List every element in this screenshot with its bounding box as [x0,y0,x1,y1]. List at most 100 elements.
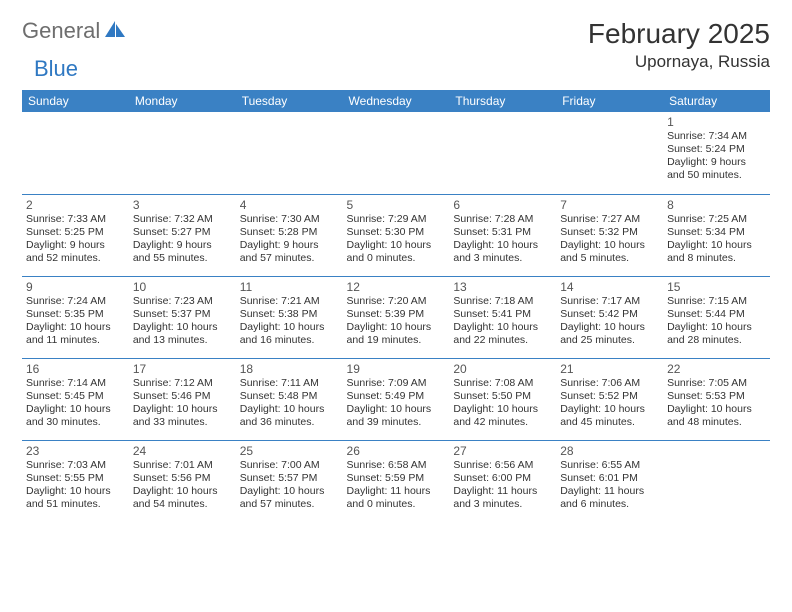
sunrise-line: Sunrise: 7:14 AM [26,377,125,390]
sunrise-line: Sunrise: 7:20 AM [347,295,446,308]
sunset-line: Sunset: 5:45 PM [26,390,125,403]
calendar-cell: 27Sunrise: 6:56 AMSunset: 6:00 PMDayligh… [449,440,556,522]
day-number: 21 [560,362,659,376]
sunrise-line: Sunrise: 7:03 AM [26,459,125,472]
day-number: 2 [26,198,125,212]
daylight-line: Daylight: 9 hours and 57 minutes. [240,239,339,265]
sunrise-line: Sunrise: 7:06 AM [560,377,659,390]
calendar-cell: 14Sunrise: 7:17 AMSunset: 5:42 PMDayligh… [556,276,663,358]
weekday-header: Tuesday [236,90,343,112]
sunset-line: Sunset: 5:50 PM [453,390,552,403]
daylight-line: Daylight: 10 hours and 5 minutes. [560,239,659,265]
weekday-header: Monday [129,90,236,112]
weekday-header: Saturday [663,90,770,112]
calendar-cell: 7Sunrise: 7:27 AMSunset: 5:32 PMDaylight… [556,194,663,276]
sunset-line: Sunset: 5:56 PM [133,472,232,485]
sunrise-line: Sunrise: 7:09 AM [347,377,446,390]
daylight-line: Daylight: 10 hours and 30 minutes. [26,403,125,429]
calendar-cell: 15Sunrise: 7:15 AMSunset: 5:44 PMDayligh… [663,276,770,358]
calendar-cell: 3Sunrise: 7:32 AMSunset: 5:27 PMDaylight… [129,194,236,276]
brand-part1: General [22,18,100,44]
day-number: 13 [453,280,552,294]
day-number: 6 [453,198,552,212]
calendar-cell: 26Sunrise: 6:58 AMSunset: 5:59 PMDayligh… [343,440,450,522]
day-number: 20 [453,362,552,376]
sunset-line: Sunset: 6:01 PM [560,472,659,485]
day-number: 27 [453,444,552,458]
calendar-cell: 21Sunrise: 7:06 AMSunset: 5:52 PMDayligh… [556,358,663,440]
weekday-header: Thursday [449,90,556,112]
sunset-line: Sunset: 5:55 PM [26,472,125,485]
calendar-cell: 4Sunrise: 7:30 AMSunset: 5:28 PMDaylight… [236,194,343,276]
location: Upornaya, Russia [588,52,770,72]
calendar-cell: 20Sunrise: 7:08 AMSunset: 5:50 PMDayligh… [449,358,556,440]
calendar-cell: 16Sunrise: 7:14 AMSunset: 5:45 PMDayligh… [22,358,129,440]
sunset-line: Sunset: 5:30 PM [347,226,446,239]
sunset-line: Sunset: 5:53 PM [667,390,766,403]
sunset-line: Sunset: 5:25 PM [26,226,125,239]
day-number: 9 [26,280,125,294]
daylight-line: Daylight: 10 hours and 54 minutes. [133,485,232,511]
calendar-cell [236,112,343,194]
daylight-line: Daylight: 9 hours and 52 minutes. [26,239,125,265]
daylight-line: Daylight: 10 hours and 0 minutes. [347,239,446,265]
brand-sail-icon [105,19,127,44]
sunset-line: Sunset: 5:59 PM [347,472,446,485]
calendar-cell [343,112,450,194]
sunrise-line: Sunrise: 7:15 AM [667,295,766,308]
calendar-table: SundayMondayTuesdayWednesdayThursdayFrid… [22,90,770,522]
daylight-line: Daylight: 10 hours and 22 minutes. [453,321,552,347]
calendar-cell [556,112,663,194]
daylight-line: Daylight: 9 hours and 50 minutes. [667,156,766,182]
sunset-line: Sunset: 5:42 PM [560,308,659,321]
sunrise-line: Sunrise: 7:01 AM [133,459,232,472]
sunset-line: Sunset: 5:31 PM [453,226,552,239]
brand-logo: General [22,18,129,44]
calendar-cell: 11Sunrise: 7:21 AMSunset: 5:38 PMDayligh… [236,276,343,358]
daylight-line: Daylight: 10 hours and 57 minutes. [240,485,339,511]
daylight-line: Daylight: 10 hours and 8 minutes. [667,239,766,265]
calendar-cell: 17Sunrise: 7:12 AMSunset: 5:46 PMDayligh… [129,358,236,440]
sunrise-line: Sunrise: 7:21 AM [240,295,339,308]
sunset-line: Sunset: 5:28 PM [240,226,339,239]
calendar-cell: 1Sunrise: 7:34 AMSunset: 5:24 PMDaylight… [663,112,770,194]
daylight-line: Daylight: 9 hours and 55 minutes. [133,239,232,265]
daylight-line: Daylight: 10 hours and 42 minutes. [453,403,552,429]
day-number: 17 [133,362,232,376]
daylight-line: Daylight: 10 hours and 25 minutes. [560,321,659,347]
day-number: 8 [667,198,766,212]
calendar-cell: 19Sunrise: 7:09 AMSunset: 5:49 PMDayligh… [343,358,450,440]
daylight-line: Daylight: 11 hours and 0 minutes. [347,485,446,511]
sunrise-line: Sunrise: 6:56 AM [453,459,552,472]
daylight-line: Daylight: 10 hours and 16 minutes. [240,321,339,347]
daylight-line: Daylight: 10 hours and 51 minutes. [26,485,125,511]
sunrise-line: Sunrise: 7:30 AM [240,213,339,226]
calendar-row: 2Sunrise: 7:33 AMSunset: 5:25 PMDaylight… [22,194,770,276]
calendar-cell: 23Sunrise: 7:03 AMSunset: 5:55 PMDayligh… [22,440,129,522]
calendar-cell: 10Sunrise: 7:23 AMSunset: 5:37 PMDayligh… [129,276,236,358]
day-number: 5 [347,198,446,212]
sunset-line: Sunset: 5:57 PM [240,472,339,485]
day-number: 26 [347,444,446,458]
sunset-line: Sunset: 6:00 PM [453,472,552,485]
day-number: 1 [667,115,766,129]
sunset-line: Sunset: 5:46 PM [133,390,232,403]
sunrise-line: Sunrise: 6:55 AM [560,459,659,472]
sunrise-line: Sunrise: 7:11 AM [240,377,339,390]
sunset-line: Sunset: 5:41 PM [453,308,552,321]
calendar-row: 9Sunrise: 7:24 AMSunset: 5:35 PMDaylight… [22,276,770,358]
month-title: February 2025 [588,18,770,50]
day-number: 25 [240,444,339,458]
sunrise-line: Sunrise: 7:28 AM [453,213,552,226]
daylight-line: Daylight: 10 hours and 48 minutes. [667,403,766,429]
sunset-line: Sunset: 5:27 PM [133,226,232,239]
sunrise-line: Sunrise: 7:29 AM [347,213,446,226]
weekday-header: Wednesday [343,90,450,112]
sunset-line: Sunset: 5:48 PM [240,390,339,403]
day-number: 12 [347,280,446,294]
sunrise-line: Sunrise: 7:17 AM [560,295,659,308]
sunset-line: Sunset: 5:32 PM [560,226,659,239]
calendar-cell: 5Sunrise: 7:29 AMSunset: 5:30 PMDaylight… [343,194,450,276]
day-number: 14 [560,280,659,294]
day-number: 10 [133,280,232,294]
